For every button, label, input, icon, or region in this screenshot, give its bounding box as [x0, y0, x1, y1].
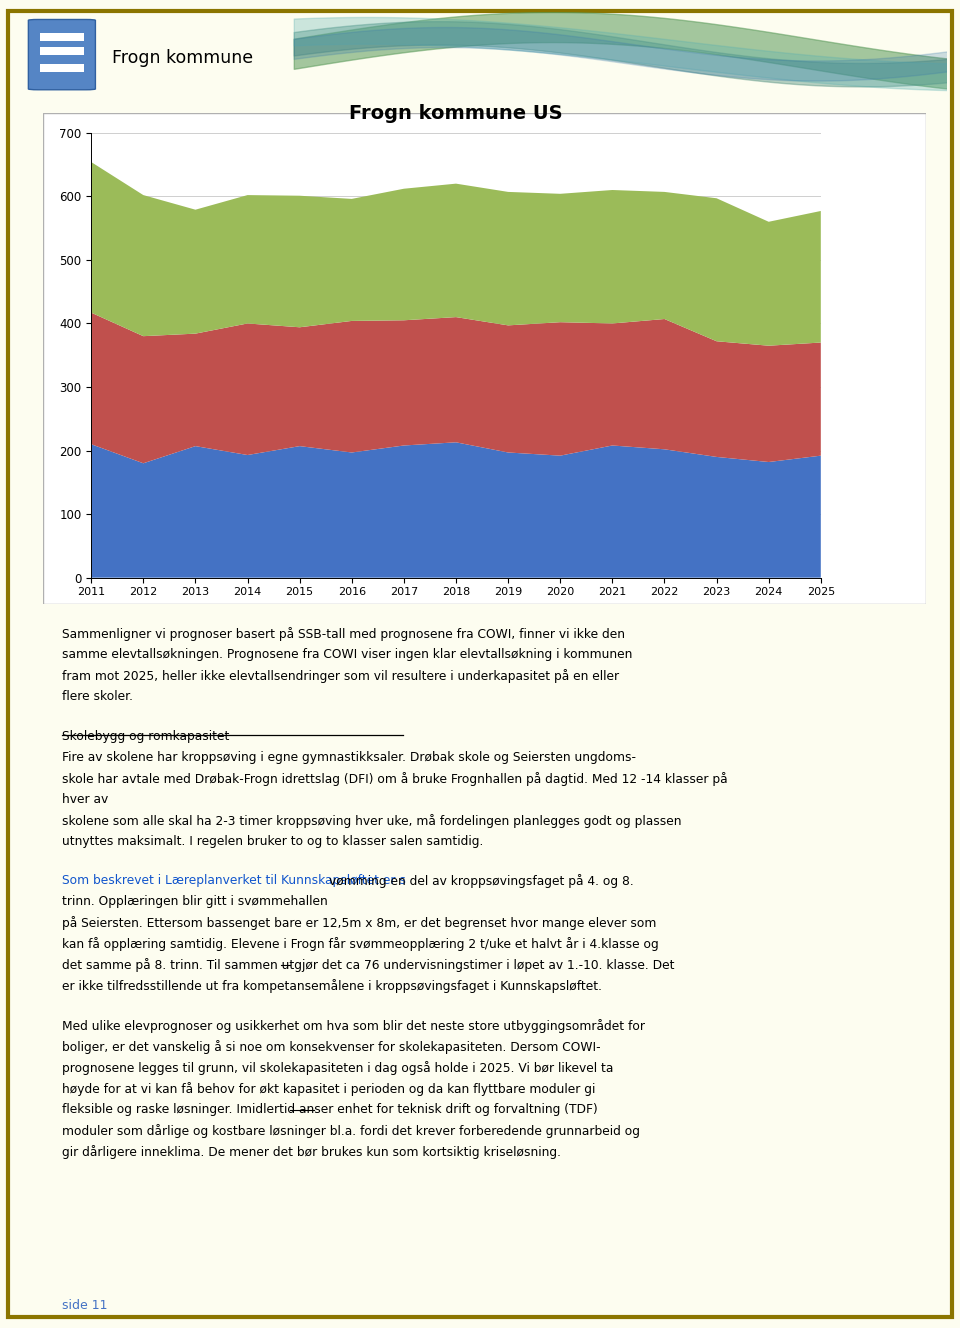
Text: er ikke tilfredsstillende ut fra kompetansemålene i kroppsøvingsfaget i Kunnskap: er ikke tilfredsstillende ut fra kompeta…: [62, 979, 603, 993]
FancyBboxPatch shape: [29, 20, 95, 90]
Text: trinn. Opplæringen blir gitt i svømmehallen: trinn. Opplæringen blir gitt i svømmehal…: [62, 895, 328, 908]
Text: boliger, er det vanskelig å si noe om konsekvenser for skolekapasiteten. Dersom : boliger, er det vanskelig å si noe om ko…: [62, 1040, 601, 1054]
Text: kan få opplæring samtidig. Elevene i Frogn får svømmeopplæring 2 t/uke et halvt : kan få opplæring samtidig. Elevene i Fro…: [62, 938, 660, 951]
Text: Med ulike elevprognoser og usikkerhet om hva som blir det neste store utbyggings: Med ulike elevprognoser og usikkerhet om…: [62, 1019, 645, 1033]
Text: vømming en del av kroppsøvingsfaget på 4. og 8.: vømming en del av kroppsøvingsfaget på 4…: [329, 874, 634, 888]
Text: side 11: side 11: [62, 1299, 108, 1312]
Bar: [39, 64, 84, 72]
Text: utnyttes maksimalt. I regelen bruker to og to klasser salen samtidig.: utnyttes maksimalt. I regelen bruker to …: [62, 834, 484, 847]
Text: høyde for at vi kan få behov for økt kapasitet i perioden og da kan flyttbare mo: høyde for at vi kan få behov for økt kap…: [62, 1082, 596, 1096]
Text: Skolebygg og romkapasitet: Skolebygg og romkapasitet: [62, 729, 229, 742]
Text: prognosene legges til grunn, vil skolekapasiteten i dag også holde i 2025. Vi bø: prognosene legges til grunn, vil skoleka…: [62, 1061, 613, 1076]
Text: moduler som dårlige og kostbare løsninger bl.a. fordi det krever forberedende gr: moduler som dårlige og kostbare løsninge…: [62, 1123, 640, 1138]
Bar: [39, 46, 84, 56]
Text: Sammenligner vi prognoser basert på SSB-tall med prognosene fra COWI, finner vi : Sammenligner vi prognoser basert på SSB-…: [62, 627, 625, 641]
Text: skolene som alle skal ha 2-3 timer kroppsøving hver uke, må fordelingen planlegg: skolene som alle skal ha 2-3 timer kropp…: [62, 814, 682, 827]
Text: hver av: hver av: [62, 793, 108, 806]
Text: Fire av skolene har kroppsøving i egne gymnastikksaler. Drøbak skole og Seierste: Fire av skolene har kroppsøving i egne g…: [62, 750, 636, 764]
Text: skole har avtale med Drøbak-Frogn idrettslag (DFI) om å bruke Frognhallen på dag: skole har avtale med Drøbak-Frogn idrett…: [62, 772, 728, 786]
Text: fleksible og raske løsninger. Imidlertid anser enhet for teknisk drift og forval: fleksible og raske løsninger. Imidlertid…: [62, 1104, 598, 1116]
Text: flere skoler.: flere skoler.: [62, 689, 133, 703]
Text: på Seiersten. Ettersom bassenget bare er 12,5m x 8m, er det begrenset hvor mange: på Seiersten. Ettersom bassenget bare er…: [62, 916, 657, 931]
Text: Frogn kommune: Frogn kommune: [112, 49, 253, 66]
FancyBboxPatch shape: [43, 113, 926, 604]
Text: samme elevtallsøkningen. Prognosene fra COWI viser ingen klar elevtallsøkning i : samme elevtallsøkningen. Prognosene fra …: [62, 648, 633, 661]
Text: gir dårligere inneklima. De mener det bør brukes kun som kortsiktig kriseløsning: gir dårligere inneklima. De mener det bø…: [62, 1145, 562, 1159]
Text: fram mot 2025, heller ikke elevtallsendringer som vil resultere i underkapasitet: fram mot 2025, heller ikke elevtallsendr…: [62, 669, 619, 683]
Bar: [39, 33, 84, 41]
Text: det samme på 8. trinn. Til sammen utgjør det ca 76 undervisningstimer i løpet av: det samme på 8. trinn. Til sammen utgjør…: [62, 959, 675, 972]
Text: Som beskrevet i Læreplanverket til Kunnskapsløftet er s: Som beskrevet i Læreplanverket til Kunns…: [62, 874, 406, 887]
Title: Frogn kommune US: Frogn kommune US: [349, 104, 563, 124]
